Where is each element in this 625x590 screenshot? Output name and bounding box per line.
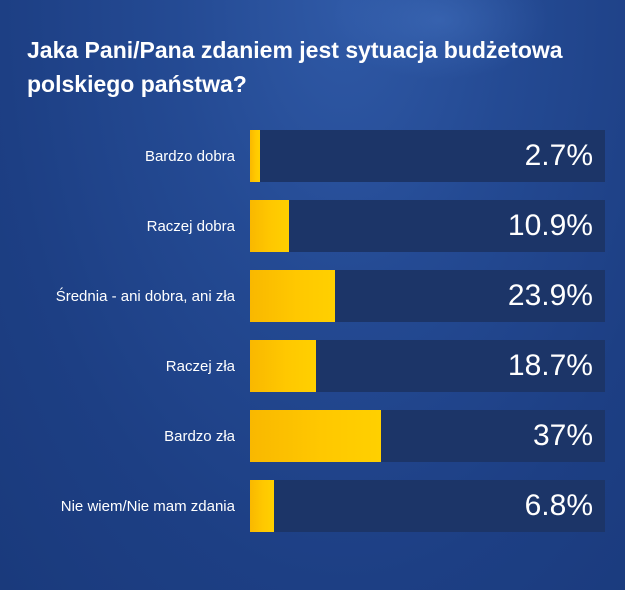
bar xyxy=(250,200,289,252)
bar-track: 10.9% xyxy=(250,200,605,252)
bar-track: 37% xyxy=(250,410,605,462)
bar xyxy=(250,410,382,462)
category-label: Bardzo zła xyxy=(164,427,235,445)
category-label: Raczej zła xyxy=(165,357,235,375)
value-label: 10.9% xyxy=(507,209,593,242)
bar-track: 18.7% xyxy=(250,340,605,392)
bar xyxy=(250,480,275,532)
bar-row: Raczej zła 18.7% xyxy=(0,340,625,392)
category-label: Raczej dobra xyxy=(146,217,235,235)
value-label: 18.7% xyxy=(507,349,593,382)
chart-title: Jaka Pani/Pana zdaniem jest sytuacja bud… xyxy=(27,37,563,97)
value-label: 23.9% xyxy=(507,279,593,312)
bar-row: Raczej dobra 10.9% xyxy=(0,200,625,252)
bar-row: Średnia - ani dobra, ani zła 23.9% xyxy=(0,270,625,322)
category-label: Średnia - ani dobra, ani zła xyxy=(55,287,235,305)
bar xyxy=(250,130,260,182)
category-label: Nie wiem/Nie mam zdania xyxy=(60,497,235,515)
value-label: 6.8% xyxy=(524,489,593,522)
bar-row: Nie wiem/Nie mam zdania 6.8% xyxy=(0,480,625,532)
background-glow xyxy=(330,0,550,80)
bar-row: Bardzo zła 37% xyxy=(0,410,625,462)
value-label: 2.7% xyxy=(524,139,593,172)
value-label: 37% xyxy=(532,419,593,452)
bar-track: 2.7% xyxy=(250,130,605,182)
bar-track: 23.9% xyxy=(250,270,605,322)
category-label: Bardzo dobra xyxy=(144,147,235,165)
bar xyxy=(250,270,335,322)
bar-row: Bardzo dobra 2.7% xyxy=(0,130,625,182)
bar-track: 6.8% xyxy=(250,480,605,532)
bar xyxy=(250,340,317,392)
